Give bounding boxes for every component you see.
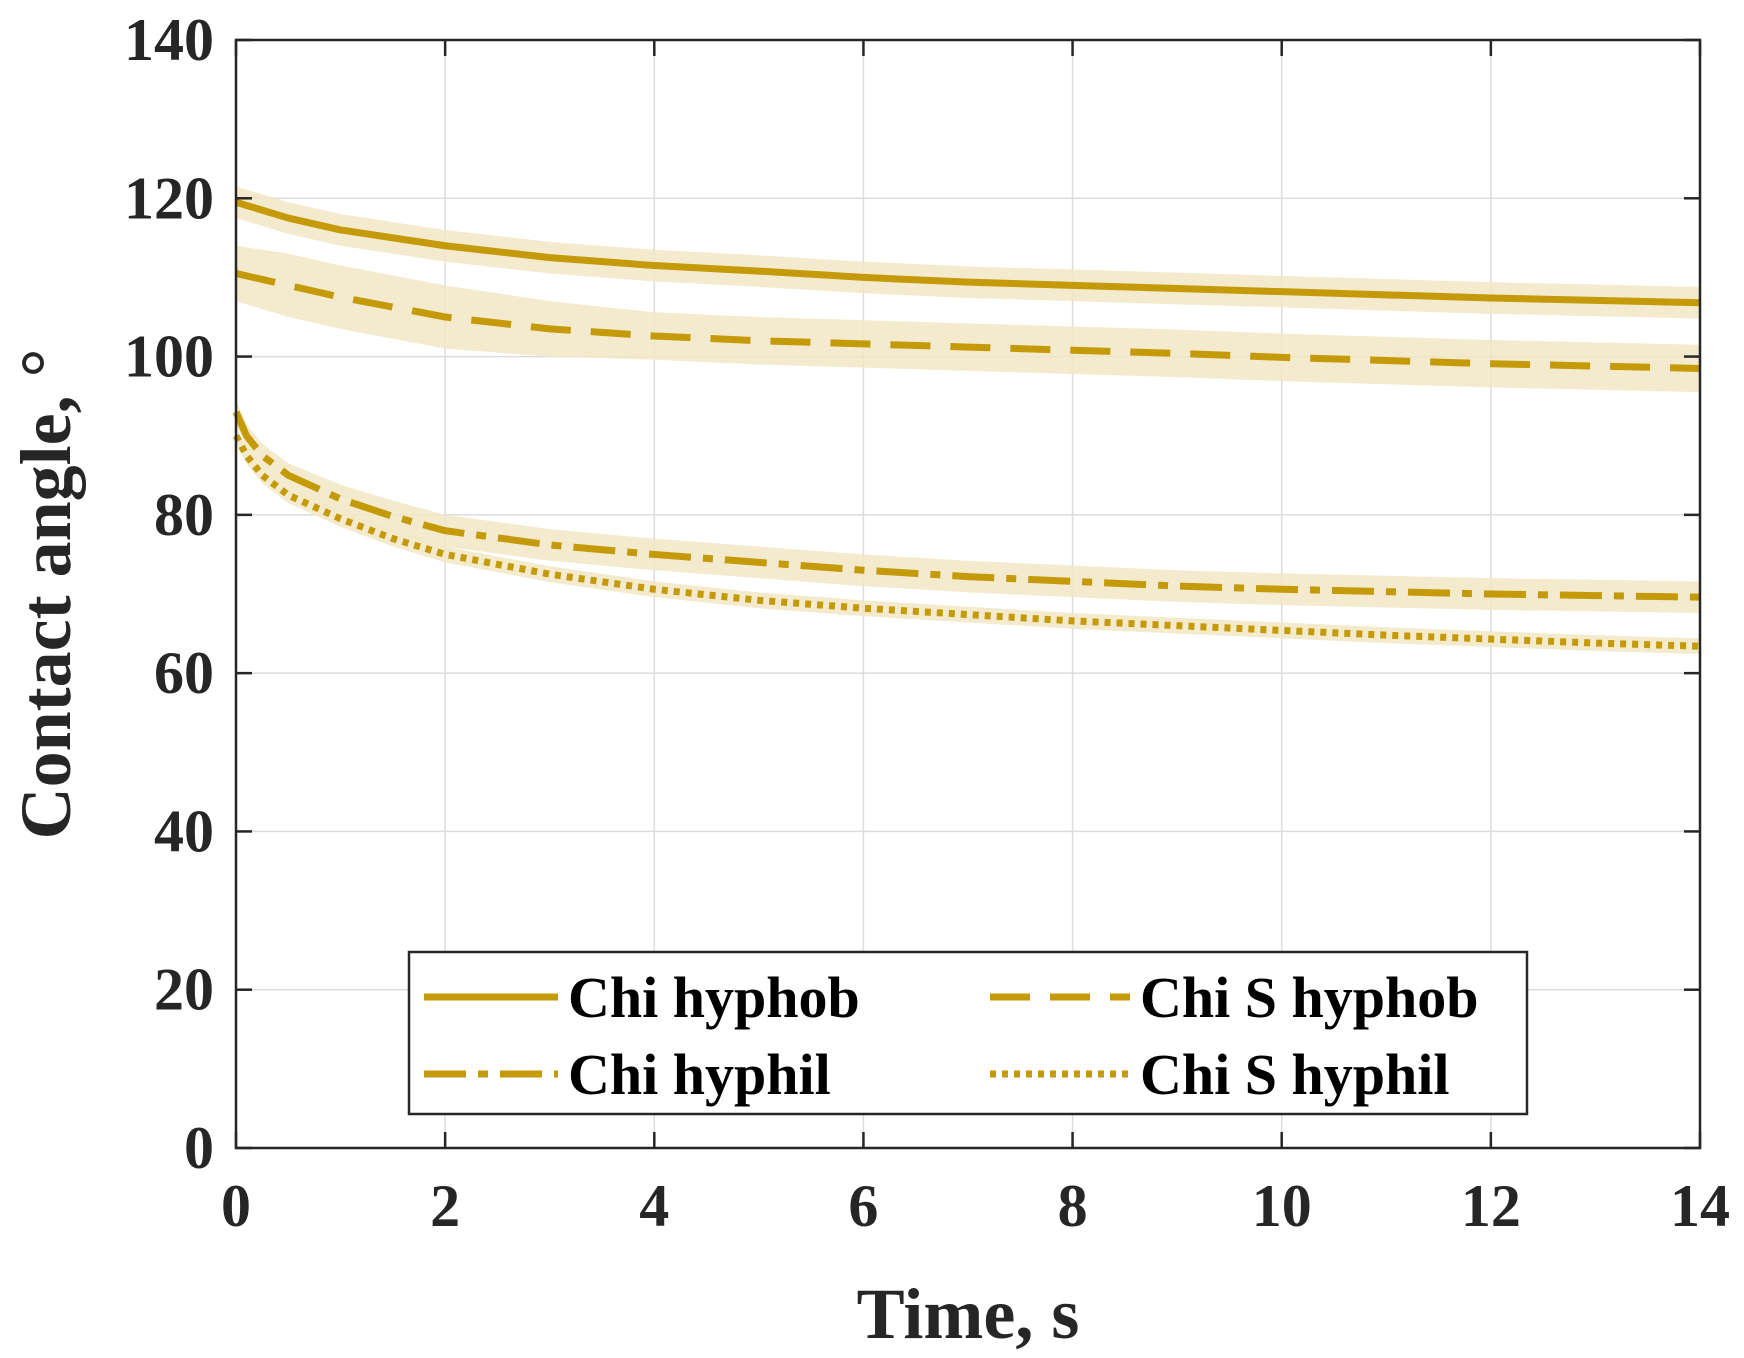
series-lines	[232, 198, 1701, 650]
y-tick-label: 20	[154, 957, 214, 1023]
y-tick-label: 60	[154, 640, 214, 706]
legend-label-chi-s-hyphob: Chi S hyphob	[1140, 965, 1479, 1030]
tick-marks	[234, 38, 1702, 1150]
x-axis-title: Time, s	[857, 1274, 1080, 1354]
x-tick-labels: 0 2 4 6 8 10 12 14	[221, 1173, 1730, 1239]
legend-box	[407, 950, 1529, 1116]
x-tick-label: 8	[1058, 1173, 1088, 1239]
y-tick-label: 120	[124, 165, 214, 231]
y-axis-title: Contact angle, °	[6, 349, 86, 840]
x-tick-label: 12	[1461, 1173, 1521, 1239]
x-tick-label: 2	[430, 1173, 460, 1239]
y-tick-label: 140	[124, 7, 214, 73]
y-tick-label: 80	[154, 482, 214, 548]
legend: Chi hyphob Chi S hyphob Chi hyphil Chi S…	[407, 950, 1529, 1116]
series-line-chi-s-hyphil	[232, 434, 1701, 650]
x-tick-label: 14	[1670, 1173, 1730, 1239]
legend-label-chi-hyphob: Chi hyphob	[568, 965, 860, 1030]
y-tick-label: 40	[154, 798, 214, 864]
y-tick-labels: 0 20 40 60 80 100 120 140	[124, 7, 214, 1181]
series-line-chi-s-hyphob	[235, 270, 1701, 372]
x-tick-label: 10	[1252, 1173, 1312, 1239]
band-chi-s-hyphil	[236, 427, 1700, 655]
x-tick-label: 4	[639, 1173, 669, 1239]
y-tick-label: 100	[124, 324, 214, 390]
legend-label-chi-hyphil: Chi hyphil	[568, 1042, 831, 1107]
legend-label-chi-s-hyphil: Chi S hyphil	[1140, 1042, 1450, 1107]
x-tick-label: 0	[221, 1173, 251, 1239]
band-chi-hyphil	[236, 400, 1700, 613]
series-line-chi-hyphil	[232, 410, 1701, 601]
plot-frame	[234, 38, 1702, 1150]
y-tick-label: 0	[184, 1115, 214, 1181]
band-chi-hyphob	[236, 186, 1700, 319]
series-line-chi-hyphob	[234, 198, 1701, 307]
x-tick-label: 6	[848, 1173, 878, 1239]
